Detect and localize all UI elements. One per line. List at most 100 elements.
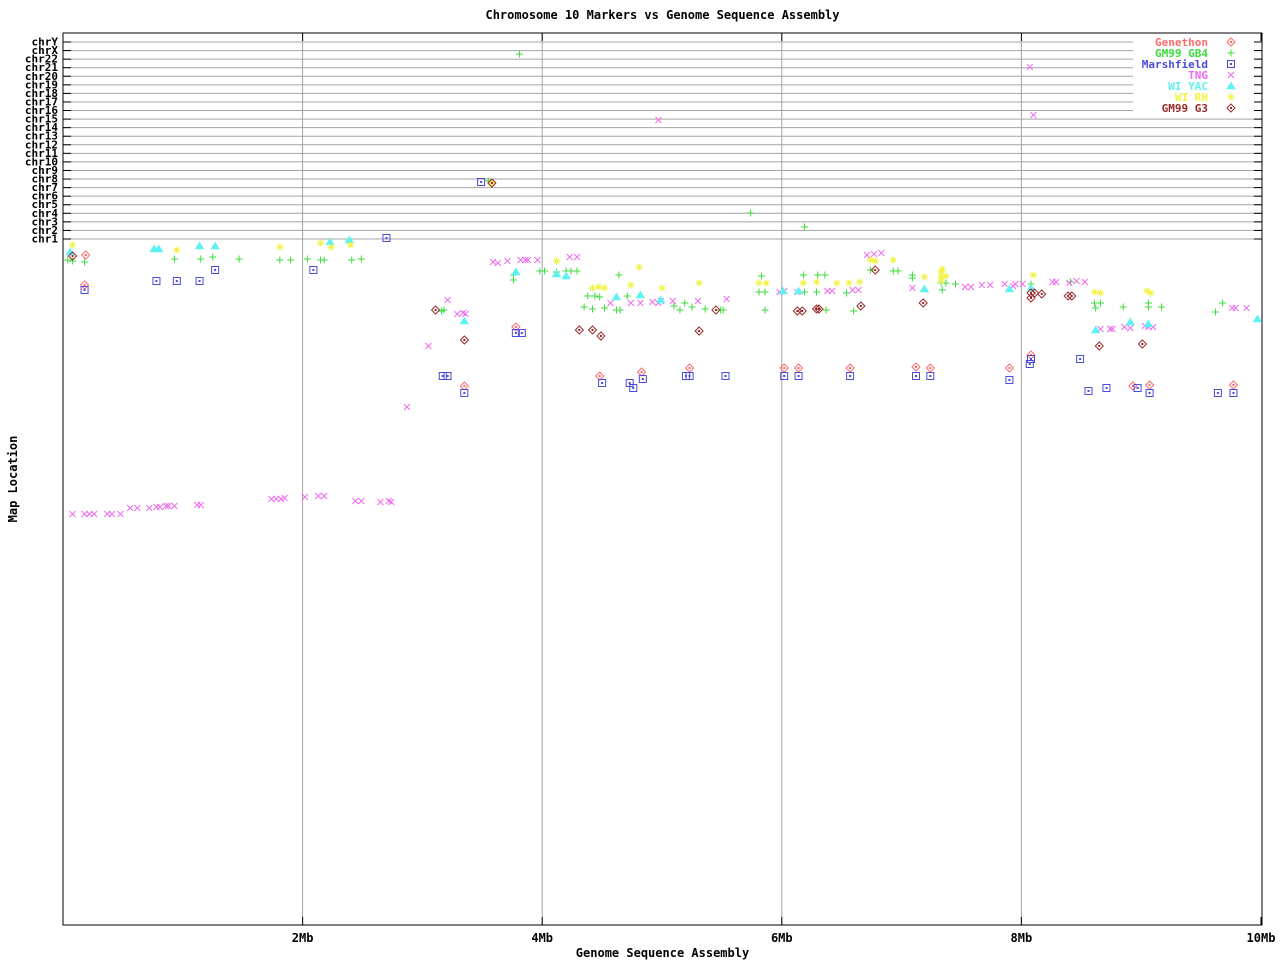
marker-square (846, 372, 855, 380)
marker-asterisk (347, 241, 355, 249)
marker-asterisk (595, 283, 603, 291)
marker-plus (799, 271, 807, 279)
legend-label: Marshfield (1142, 58, 1208, 71)
marker-diamond-dot (859, 305, 862, 307)
marker-open-diamond-dot (856, 301, 866, 311)
marker-square (172, 277, 181, 285)
marker-x (573, 253, 581, 261)
y-axis-chrom-label: chr18 (25, 87, 58, 100)
marker-x (320, 492, 328, 500)
marker-x (103, 510, 111, 518)
marker-plus (1096, 299, 1104, 307)
marker-plus (747, 209, 755, 217)
y-axis-chrom-label: chr11 (25, 147, 58, 160)
marker-x (1232, 304, 1240, 312)
marker-triangle (511, 267, 521, 276)
marker-square-dot (628, 382, 631, 384)
marker-open-diamond-dot (459, 335, 470, 345)
marker-x (494, 259, 502, 267)
marker-square (211, 266, 220, 274)
marker-triangle (210, 241, 220, 250)
marker-x (627, 299, 635, 307)
marker-square-dot (1008, 379, 1011, 381)
x-axis-tick-label: 8Mb (1011, 931, 1033, 945)
marker-plus (670, 302, 678, 310)
marker-x (117, 510, 124, 518)
marker-plus (348, 256, 356, 264)
marker-x (1030, 111, 1037, 119)
marker-diamond-dot (714, 309, 717, 311)
marker-plus (761, 306, 769, 314)
marker-square-dot (446, 375, 449, 377)
marker-x (268, 495, 275, 503)
y-axis-chrom-label: chr22 (25, 53, 58, 66)
marker-x (197, 501, 205, 509)
marker-triangle (635, 290, 646, 299)
marker-asterisk (635, 263, 643, 271)
marker-diamond-dot (1230, 107, 1232, 109)
marker-x (909, 284, 916, 292)
marker-open-diamond-dot (1137, 339, 1148, 349)
marker-x (863, 251, 871, 259)
axes-frame (62, 32, 1263, 926)
marker-asterisk (845, 279, 853, 287)
marker-x (823, 287, 831, 295)
marker-square (80, 286, 89, 294)
marker-diamond-dot (874, 269, 877, 271)
marker-square-dot (641, 378, 644, 380)
marker-plus (822, 306, 830, 314)
marker-x (1065, 279, 1073, 287)
marker-square (685, 372, 694, 380)
marker-diamond-dot (1008, 367, 1011, 369)
marker-plus (719, 306, 727, 314)
marker-square-dot (520, 332, 523, 334)
marker-diamond-dot (797, 367, 800, 369)
marker-square (780, 372, 789, 380)
marker-square (1227, 60, 1235, 68)
marker-x (1243, 304, 1250, 312)
y-axis-chrom-label: chr15 (25, 113, 58, 126)
x-axis-tick-label: 6Mb (771, 931, 793, 945)
marker-x (849, 286, 856, 294)
marker-open-diamond-dot (1004, 363, 1015, 373)
marker-asterisk (553, 257, 561, 265)
marker-square-dot (155, 280, 158, 282)
marker-x (425, 342, 432, 350)
marker-plus (509, 276, 517, 284)
chart-title: Chromosome 10 Markers vs Genome Sequence… (485, 8, 840, 22)
y-axis-chrom-label: chr17 (25, 95, 58, 108)
series-gm99-gb4 (64, 50, 1227, 316)
marker-plus (894, 267, 902, 275)
marker-plus (69, 257, 77, 265)
marker-x (301, 493, 309, 501)
marker-square-dot (1079, 358, 1082, 360)
marker-plus (235, 255, 243, 263)
marker-triangle (793, 286, 804, 295)
marker-square (152, 277, 161, 285)
marker-square-dot (514, 332, 517, 334)
marker-plus (761, 288, 769, 296)
marker-diamond-dot (817, 308, 820, 310)
marker-asterisk (69, 241, 77, 249)
marker-square (721, 372, 730, 380)
marker-plus (623, 292, 631, 300)
marker-plus (81, 258, 89, 266)
marker-square (443, 372, 452, 380)
marker-plus (1158, 303, 1166, 311)
marker-x (637, 299, 644, 307)
marker-x (504, 257, 511, 265)
marker-square-dot (463, 392, 466, 394)
marker-diamond-dot (1131, 385, 1134, 387)
marker-x (165, 502, 172, 510)
marker-diamond-dot (598, 375, 601, 377)
marker-x (655, 116, 662, 124)
marker-plus (821, 271, 829, 279)
marker-plus (1092, 304, 1100, 312)
marker-square (1145, 389, 1154, 397)
y-axis-chrom-label: chr10 (25, 155, 58, 168)
y-axis-chrom-label: chr20 (25, 70, 58, 83)
legend-label: GM99 G3 (1162, 102, 1208, 115)
marker-x (1127, 324, 1134, 332)
marker-plus (591, 292, 599, 300)
